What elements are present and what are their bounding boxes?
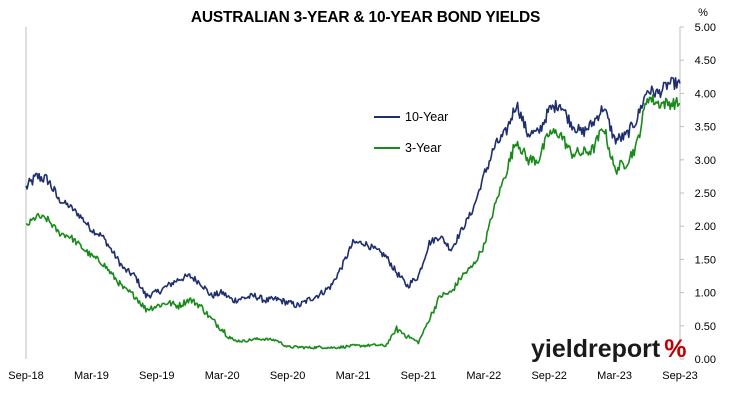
logo-percent-icon: % (664, 335, 686, 363)
svg-text:yieldreport%: yieldreport% (531, 335, 686, 363)
y-tick-label: 2.00 (695, 221, 716, 233)
x-tick-label: Sep-20 (270, 370, 305, 382)
x-tick-label: Mar-20 (205, 370, 240, 382)
y-tick-label: 0.00 (695, 354, 716, 366)
y-tick-label: 0.50 (695, 321, 716, 333)
x-axis: Sep-18 Mar-19 Sep-19 Mar-20 Sep-20 Mar-21 Sep-… (8, 370, 697, 382)
legend-label-10-year: 10-Year (405, 110, 448, 124)
y-tick-label: 4.50 (695, 55, 716, 67)
y-tick-label: 3.00 (695, 155, 716, 167)
series-group (25, 76, 681, 350)
chart-title: AUSTRALIAN 3-YEAR & 10-YEAR BOND YIELDS (190, 9, 541, 26)
yieldreport-logo: yieldreport% (531, 335, 686, 363)
y-axis-unit-label: % (698, 7, 708, 19)
x-tick-label: Sep-21 (401, 370, 436, 382)
y-tick-label: 1.00 (695, 288, 716, 300)
x-tick-label: Mar-22 (466, 370, 501, 382)
y-tick-label: 1.50 (695, 254, 716, 266)
x-tick-label: Mar-21 (336, 370, 371, 382)
plot-frame (25, 27, 681, 359)
x-tick-label: Sep-19 (139, 370, 174, 382)
x-tick-label: Mar-19 (74, 370, 109, 382)
y-tick-label: 2.50 (695, 188, 716, 200)
legend-label-3-year: 3-Year (405, 141, 441, 155)
logo-wordmark: yieldreport (531, 335, 661, 363)
y-axis: 0.00 0.50 1.00 1.50 2.00 2.50 3.00 3.50 4.00 4.50… (680, 22, 716, 366)
y-tick-label: 3.50 (695, 122, 716, 134)
x-tick-label: Mar-23 (597, 370, 632, 382)
y-tick-label: 4.00 (695, 88, 716, 100)
x-tick-label: Sep-23 (662, 370, 697, 382)
x-tick-label: Sep-22 (531, 370, 566, 382)
series-line-10-year (25, 76, 681, 309)
x-tick-label: Sep-18 (8, 370, 43, 382)
legend: 10-Year 3-Year (374, 110, 448, 155)
y-tick-label: 5.00 (695, 22, 716, 34)
series-line-3-year (25, 94, 681, 350)
